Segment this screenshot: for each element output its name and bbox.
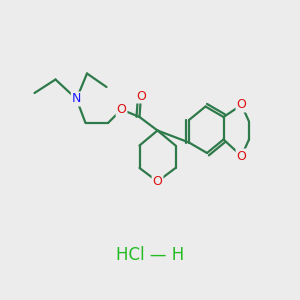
- Text: O: O: [237, 98, 246, 112]
- Text: O: O: [117, 103, 126, 116]
- Text: O: O: [237, 149, 246, 163]
- Text: O: O: [136, 89, 146, 103]
- Text: HCl — H: HCl — H: [116, 246, 184, 264]
- Text: N: N: [72, 92, 81, 106]
- Text: O: O: [153, 175, 162, 188]
